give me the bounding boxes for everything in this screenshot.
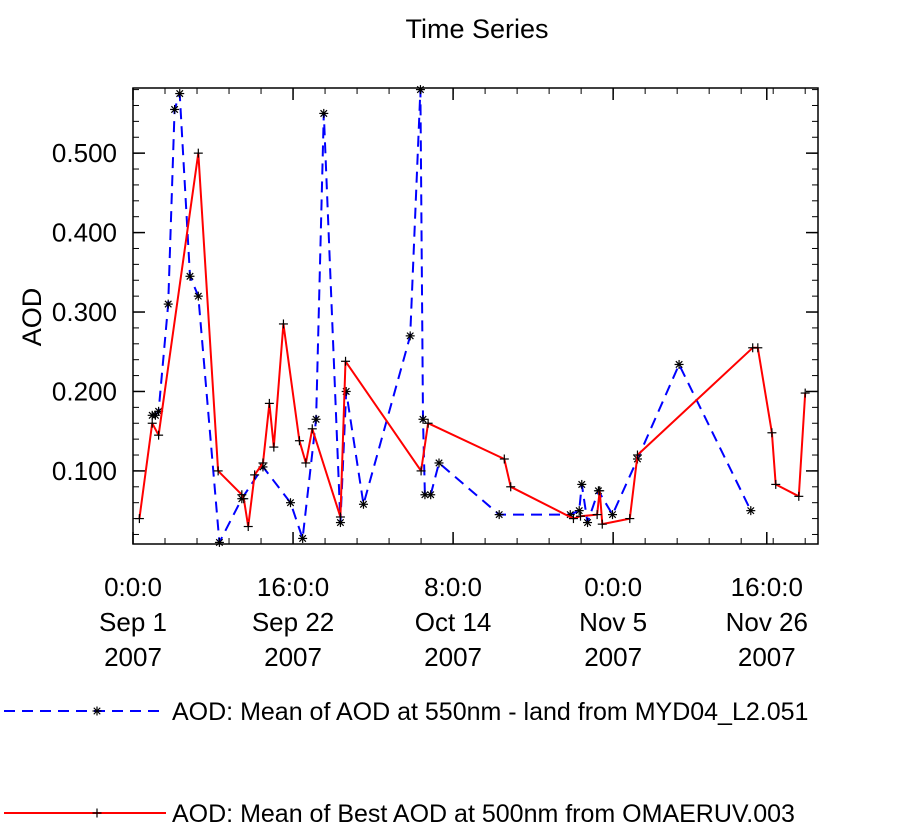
- series-0-point: [574, 506, 584, 516]
- series-1-point: [258, 458, 268, 468]
- series-0-point: [175, 89, 185, 99]
- x-axis-ticks: 0:0:0 Sep 1 2007 16:0:0 Sep 22 2007 8:0:0 Oct 1…: [99, 88, 808, 672]
- series-1-point: [147, 418, 157, 428]
- series-0-point: [405, 331, 415, 341]
- series-1-point: [335, 512, 345, 522]
- series-0-point: [298, 533, 308, 543]
- series-1-point: [499, 454, 509, 464]
- x-tick-label: Sep 1: [99, 607, 167, 637]
- chart-title: Time Series: [405, 14, 548, 44]
- series-1-point: [243, 522, 253, 532]
- x-tick-label: Nov 26: [726, 607, 808, 637]
- x-tick-label: 2007: [424, 642, 482, 672]
- x-tick-label: 2007: [104, 642, 162, 672]
- series-1-point: [423, 418, 433, 428]
- series-layer: [134, 85, 810, 547]
- series-0-point: [163, 299, 173, 309]
- series-1-point: [753, 343, 763, 353]
- series-1-point: [341, 356, 351, 366]
- series-1-point: [771, 479, 781, 489]
- y-tick-label: 0.400: [52, 218, 117, 248]
- series-0-point: [341, 386, 351, 396]
- x-tick-label: 16:0:0: [257, 572, 329, 602]
- series-0-point: [358, 499, 368, 509]
- series-1-point: [597, 519, 607, 529]
- x-tick-label: 8:0:0: [424, 572, 482, 602]
- series-0-point: [311, 414, 321, 424]
- series-1-point: [269, 442, 279, 452]
- series-0-point: [285, 498, 295, 508]
- series-1-point: [568, 514, 578, 524]
- y-axis-label: AOD: [17, 288, 47, 347]
- x-tick-label: 2007: [264, 642, 322, 672]
- series-1-point: [250, 470, 260, 480]
- legend-marker-0: [92, 706, 102, 716]
- legend-label-0: AOD: Mean of AOD at 550nm - land from MY…: [172, 698, 808, 726]
- legend-label-1: AOD: Mean of Best AOD at 500nm from OMAE…: [172, 800, 795, 828]
- x-tick-label: Oct 14: [415, 607, 492, 637]
- series-0-line: [152, 88, 752, 544]
- series-1-point: [416, 466, 426, 476]
- x-tick-label: 2007: [584, 642, 642, 672]
- series-1-line: [138, 152, 807, 528]
- series-0-point: [193, 291, 203, 301]
- series-1-point: [278, 319, 288, 329]
- series-1-point: [592, 510, 602, 520]
- series-1-point: [301, 458, 311, 468]
- series-1-point: [632, 450, 642, 460]
- x-tick-label: 2007: [738, 642, 796, 672]
- y-tick-label: 0.500: [52, 138, 117, 168]
- legend-marker-1: [92, 808, 102, 818]
- series-1-point: [239, 494, 249, 504]
- series-0-point: [319, 108, 329, 118]
- series-1-point: [794, 491, 804, 501]
- series-1-point: [294, 436, 304, 446]
- series-1-point: [213, 466, 223, 476]
- series-0-point: [494, 510, 504, 520]
- series-0-point: [434, 458, 444, 468]
- y-tick-label: 0.300: [52, 297, 117, 327]
- plot-frame: [132, 87, 819, 545]
- series-0-point: [170, 104, 180, 114]
- series-0-point: [426, 490, 436, 500]
- series-0-point: [608, 510, 617, 520]
- x-tick-label: 16:0:0: [731, 572, 803, 602]
- series-1-point: [767, 428, 777, 438]
- series-0-point: [150, 410, 160, 420]
- series-0-point: [185, 271, 195, 281]
- series-1-point: [595, 486, 605, 496]
- series-1-point: [800, 388, 810, 398]
- series-0-point: [214, 537, 224, 547]
- x-tick-label: 0:0:0: [584, 572, 642, 602]
- legend: AOD: Mean of AOD at 550nm - land from MY…: [4, 698, 808, 828]
- series-1-point: [134, 514, 144, 524]
- series-0-point: [746, 506, 756, 516]
- x-tick-label: 0:0:0: [104, 572, 162, 602]
- y-axis-ticks: 0.100 0.200 0.300 0.400 0.500: [52, 89, 818, 535]
- x-tick-label: Sep 22: [252, 607, 334, 637]
- series-1-point: [506, 482, 516, 492]
- series-0-point: [577, 479, 587, 489]
- series-0-point: [583, 518, 593, 528]
- series-0-point: [418, 414, 428, 424]
- x-tick-label: Nov 5: [579, 607, 647, 637]
- series-1-point: [154, 430, 164, 440]
- series-1-point: [264, 398, 274, 408]
- y-tick-label: 0.100: [52, 456, 117, 486]
- series-1-point: [625, 514, 635, 524]
- series-1-point: [307, 424, 317, 434]
- series-1-point: [237, 490, 247, 500]
- y-tick-label: 0.200: [52, 376, 117, 406]
- series-0-point: [415, 85, 425, 95]
- series-1-point: [575, 511, 585, 521]
- series-0-point: [674, 359, 684, 369]
- series-1-point: [193, 148, 203, 158]
